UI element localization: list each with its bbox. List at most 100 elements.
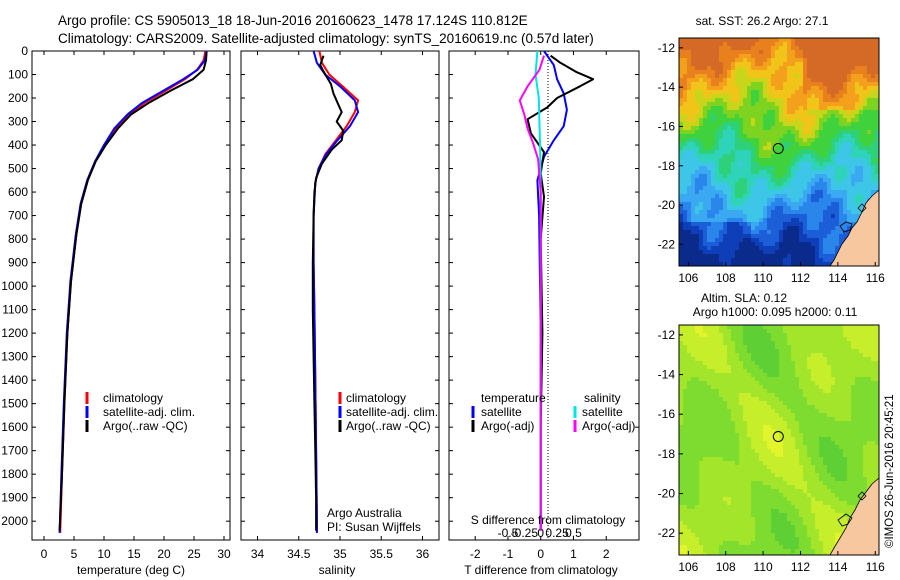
- sla-cell: [831, 373, 835, 377]
- sla-cell: [687, 473, 691, 477]
- sla-cell: [687, 413, 691, 417]
- sla-cell: [731, 453, 735, 457]
- sst-cell: [855, 90, 859, 94]
- sst-cell: [691, 262, 695, 266]
- sst-cell: [735, 226, 739, 230]
- sst-cell: [747, 134, 751, 138]
- sst-cell: [759, 154, 763, 158]
- sst-cell: [859, 66, 863, 70]
- sst-cell: [731, 222, 735, 226]
- sst-cell: [743, 50, 747, 54]
- sla-cell: [855, 441, 859, 445]
- sst-cell: [823, 74, 827, 78]
- sst-cell: [691, 202, 695, 206]
- sst-cell: [783, 230, 787, 234]
- sla-cell: [859, 401, 863, 405]
- sla-cell: [687, 389, 691, 393]
- sla-cell: [735, 377, 739, 381]
- sst-cell: [707, 58, 711, 62]
- s-tick-label: -0.5: [498, 526, 519, 540]
- sst-cell: [867, 38, 871, 42]
- sst-cell: [711, 170, 715, 174]
- sla-cell: [687, 357, 691, 361]
- sla-cell: [791, 461, 795, 465]
- sst-cell: [867, 170, 871, 174]
- sla-cell: [747, 413, 751, 417]
- sla-cell: [727, 357, 731, 361]
- sst-cell: [739, 134, 743, 138]
- sst-cell: [703, 238, 707, 242]
- header-line-1: Argo profile: CS 5905013_18 18-Jun-2016 …: [58, 13, 528, 28]
- sst-cell: [755, 174, 759, 178]
- sst-cell: [871, 146, 875, 150]
- sla-cell: [683, 429, 687, 433]
- sst-cell: [719, 254, 723, 258]
- sst-cell: [731, 170, 735, 174]
- sst-cell: [695, 86, 699, 90]
- sst-cell: [703, 90, 707, 94]
- sst-cell: [739, 170, 743, 174]
- sst-cell: [791, 110, 795, 114]
- sst-cell: [779, 46, 783, 50]
- sla-cell: [779, 453, 783, 457]
- sla-cell: [707, 361, 711, 365]
- sst-cell: [727, 194, 731, 198]
- sla-cell: [723, 405, 727, 409]
- sla-cell: [751, 385, 755, 389]
- sla-cell: [711, 377, 715, 381]
- sla-cell: [871, 353, 875, 357]
- sla-cell: [711, 429, 715, 433]
- sst-cell: [803, 142, 807, 146]
- sst-cell: [815, 82, 819, 86]
- sla-cell: [835, 417, 839, 421]
- sst-cell: [739, 186, 743, 190]
- y-tick-label: 700: [8, 209, 28, 223]
- sst-cell: [735, 154, 739, 158]
- sst-cell: [787, 250, 791, 254]
- sst-cell: [735, 42, 739, 46]
- sla-cell: [787, 401, 791, 405]
- sst-cell: [863, 42, 867, 46]
- sla-cell: [735, 345, 739, 349]
- sla-cell: [699, 437, 703, 441]
- sst-cell: [855, 82, 859, 86]
- sla-cell: [695, 381, 699, 385]
- sla-cell: [707, 449, 711, 453]
- sla-cell: [859, 453, 863, 457]
- sst-cell: [803, 158, 807, 162]
- sla-cell: [703, 405, 707, 409]
- sst-cell: [775, 130, 779, 134]
- sla-cell: [747, 437, 751, 441]
- sla-cell: [739, 445, 743, 449]
- sst-cell: [827, 158, 831, 162]
- sla-cell: [699, 353, 703, 357]
- sst-cell: [875, 94, 879, 98]
- sla-cell: [719, 461, 723, 465]
- sst-cell: [795, 198, 799, 202]
- sst-cell: [799, 146, 803, 150]
- sst-cell: [763, 126, 767, 130]
- sla-cell: [871, 417, 875, 421]
- sla-cell: [755, 401, 759, 405]
- sst-cell: [871, 74, 875, 78]
- sst-cell: [767, 98, 771, 102]
- sla-cell: [743, 445, 747, 449]
- sla-cell: [711, 365, 715, 369]
- sst-cell: [719, 190, 723, 194]
- sla-cell: [747, 329, 751, 333]
- sst-cell: [763, 66, 767, 70]
- sla-cell: [803, 381, 807, 385]
- sst-cell: [683, 42, 687, 46]
- sst-cell: [875, 122, 879, 126]
- y-tick-label: 1900: [1, 491, 28, 505]
- sst-cell: [703, 38, 707, 42]
- sla-cell: [859, 337, 863, 341]
- sst-cell: [691, 58, 695, 62]
- sst-cell: [691, 174, 695, 178]
- sst-cell: [791, 66, 795, 70]
- sst-cell: [715, 250, 719, 254]
- sla-cell: [859, 385, 863, 389]
- sla-cell: [775, 349, 779, 353]
- sst-cell: [823, 66, 827, 70]
- sst-cell: [699, 66, 703, 70]
